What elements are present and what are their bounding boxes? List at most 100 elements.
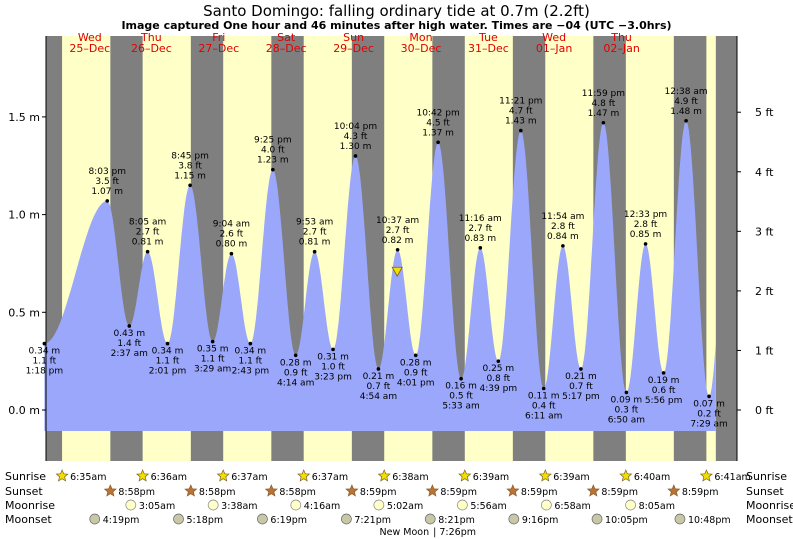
tide-label: 0.85 m — [630, 230, 662, 240]
tide-label: 0.84 m — [547, 232, 579, 242]
y-tick-label-right: 1 ft — [755, 344, 774, 357]
tide-label: 2.7 ft — [136, 228, 160, 238]
day-date: 30–Dec — [401, 42, 442, 55]
sunset-icon — [586, 484, 600, 497]
tide-label: 4.9 ft — [674, 97, 698, 107]
tide-point — [707, 394, 711, 399]
moonset-time: 7:21pm — [354, 515, 391, 526]
day-date: 28–Dec — [266, 42, 307, 55]
tide-label: 0.34 m — [235, 347, 267, 357]
sunset-icon — [667, 484, 681, 497]
y-tick-label-right: 3 ft — [755, 225, 774, 238]
moonset-time: 4:19pm — [103, 515, 140, 526]
tide-label: 7:29 am — [690, 419, 727, 429]
moonrise-icon — [125, 499, 137, 511]
tide-point — [331, 347, 335, 352]
sunrise-time: 6:37am — [231, 472, 267, 483]
y-tick-label-right: 2 ft — [755, 285, 774, 298]
row-label-right: Sunset — [746, 485, 784, 498]
day-of-week: Sat — [277, 31, 296, 44]
tide-label: 3.5 ft — [95, 177, 119, 187]
tide-label: 0.7 ft — [569, 382, 593, 392]
tide-point — [248, 341, 253, 346]
tide-point — [271, 167, 275, 172]
tide-label: 0.9 ft — [404, 368, 428, 378]
tide-label: 6:50 am — [608, 415, 645, 425]
day-of-week: Tue — [478, 31, 498, 44]
moonrise-icon — [207, 499, 219, 511]
tide-label: 2.7 ft — [386, 226, 410, 236]
moonset-icon — [341, 513, 352, 525]
tide-label: 1.1 ft — [156, 357, 180, 367]
moonrise-time: 5:02am — [387, 501, 423, 512]
day-date: 26–Dec — [131, 42, 172, 55]
tide-label: 0.19 m — [648, 376, 680, 386]
tide-label: 0.81 m — [299, 238, 331, 248]
sunrise-icon — [458, 469, 472, 482]
day-date: 31–Dec — [468, 42, 509, 55]
tide-point — [376, 367, 381, 371]
tide-label: 1.07 m — [91, 187, 123, 197]
tide-label: 0.82 m — [382, 236, 414, 246]
tide-point — [353, 154, 358, 158]
tide-label: 0.21 m — [565, 372, 597, 382]
tide-label: 4:39 pm — [480, 384, 518, 394]
tide-point — [188, 183, 192, 188]
tide-label: 1.47 m — [588, 109, 620, 119]
sunrise-icon — [297, 469, 311, 482]
sunset-icon — [506, 484, 520, 497]
tide-label: 0.34 m — [29, 347, 61, 357]
tide-point — [478, 246, 483, 250]
moonrise-time: 3:38am — [221, 501, 257, 512]
tide-label: 0.2 ft — [697, 409, 721, 419]
tide-label: 0.34 m — [152, 347, 184, 357]
row-label-left: Sunrise — [5, 470, 46, 483]
sunrise-time: 6:41am — [714, 472, 750, 483]
sunrise-icon — [55, 469, 69, 482]
tide-label: 0.11 m — [528, 392, 560, 402]
tide-point — [436, 140, 440, 145]
tide-label: 4.5 ft — [426, 118, 450, 128]
tide-label: 1.43 m — [505, 117, 537, 127]
sun-moon-rows: Sunrise Sunrise 6:35am 6:36am 6:37am 6:37am 6:… — [5, 469, 793, 538]
tide-point — [579, 367, 583, 371]
tide-point — [684, 119, 688, 123]
sunset-time: 8:59pm — [682, 487, 719, 498]
tide-label: 3.8 ft — [178, 161, 202, 171]
day-of-week: Sun — [343, 31, 364, 44]
moonrise-time: 4:16am — [304, 501, 340, 512]
tide-label: 4.7 ft — [509, 107, 533, 117]
row-label-right: Moonset — [746, 513, 793, 526]
tide-label: 9:53 am — [296, 218, 333, 228]
day-date: 25–Dec — [69, 42, 110, 55]
tide-label: 1.37 m — [422, 128, 454, 138]
tide-label: 0.35 m — [197, 345, 229, 355]
tide-label: 1.30 m — [340, 142, 372, 152]
tide-point — [518, 128, 523, 133]
sunset-time: 8:58pm — [118, 487, 155, 498]
tide-label: 12:38 am — [665, 87, 708, 97]
tide-point — [561, 244, 565, 248]
tide-label: 8:03 pm — [88, 167, 126, 177]
moonrise-time: 5:56am — [470, 501, 506, 512]
row-label-left: Moonset — [5, 513, 52, 526]
moonset-icon — [674, 513, 686, 525]
y-tick-label-left: 1.5 m — [8, 111, 40, 124]
tide-label: 9:25 pm — [254, 136, 292, 146]
sunset-time: 8:58pm — [199, 487, 236, 498]
tide-point — [541, 386, 546, 391]
sunset-icon — [184, 484, 198, 497]
day-of-week: Fri — [212, 31, 225, 44]
moonset-time: 10:48pm — [688, 515, 731, 526]
sunrise-time: 6:40am — [634, 472, 670, 483]
day-headers: Wed25–DecThu26–DecFri27–DecSat28–DecSun2… — [69, 31, 639, 55]
tide-point — [165, 341, 170, 346]
tide-label: 0.80 m — [216, 240, 248, 250]
chart-axes: 0.0 m 0.5 m 1.0 m 1.5 m 0 ft 1 ft 2 ft 3 ft 4 ft… — [8, 36, 774, 461]
sunset-time: 8:58pm — [279, 487, 316, 498]
moonrise-time: 3:05am — [139, 501, 175, 512]
sunrise-icon — [377, 469, 391, 482]
tide-label: 8:45 pm — [171, 151, 209, 161]
tide-point — [624, 390, 629, 395]
tide-label: 0.7 ft — [367, 382, 391, 392]
